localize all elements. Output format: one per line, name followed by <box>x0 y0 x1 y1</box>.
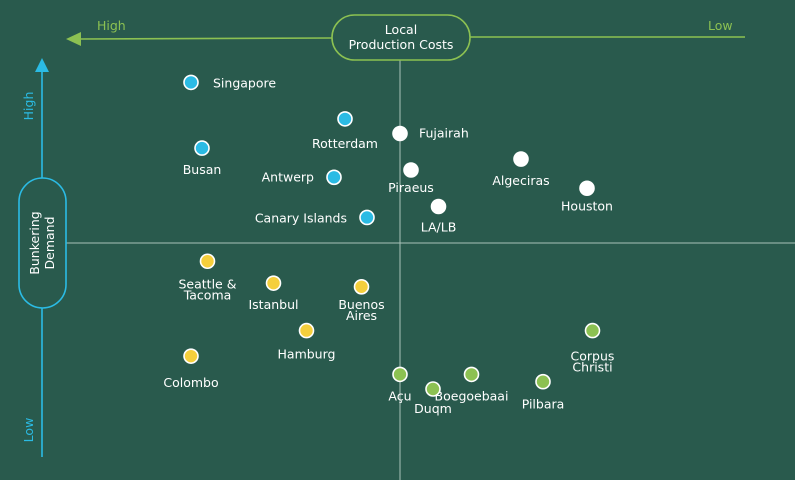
x-axis-label-pill <box>331 14 471 61</box>
y-axis-label-pill <box>18 177 67 309</box>
point-hamburg <box>298 322 315 339</box>
point-colombo <box>183 348 199 364</box>
point-antwerp <box>326 169 342 186</box>
point-label-duqm: Duqm <box>414 401 452 416</box>
point-label-singapore: Singapore <box>213 75 276 90</box>
x-axis-label-line1: Local <box>385 22 417 37</box>
point-duqm <box>425 381 441 397</box>
x-axis-label-line2: Production Costs <box>349 37 454 52</box>
point-corpus-christi <box>584 322 601 339</box>
data-points: Singapore Rotterdam Busan Antwerp Canary Isl… <box>163 74 615 416</box>
point-label-boegoebaai: Boegoebaai <box>435 388 509 403</box>
y-axis-low-label: Low <box>21 418 36 443</box>
point-label-houston: Houston <box>561 198 613 213</box>
point-algeciras <box>513 151 529 167</box>
y-axis-high-label: High <box>21 92 36 121</box>
point-pilbara <box>535 373 551 390</box>
point-label-fujairah: Fujairah <box>419 126 469 141</box>
point-label-acu: Açu <box>388 388 411 403</box>
x-axis-arrow-left-icon <box>66 32 81 46</box>
y-axis-arrow-up-icon <box>35 58 49 72</box>
y-axis-label-line2: Demand <box>42 216 57 269</box>
point-rotterdam <box>337 111 353 127</box>
point-label-seattle-tacoma: Seattle & Tacoma <box>179 276 237 302</box>
point-label-istanbul: Istanbul <box>248 297 298 312</box>
point-acu <box>392 366 408 383</box>
point-seattle-tacoma <box>199 253 216 270</box>
point-piraeus <box>403 162 419 178</box>
point-label-busan: Busan <box>183 162 222 177</box>
point-label-corpus-christi: Corpus Christi <box>571 349 615 375</box>
point-label-la-lb: LA/LB <box>421 220 457 235</box>
point-label-colombo: Colombo <box>163 375 218 390</box>
point-label-buenos-aires: Buenos Aires <box>338 297 384 323</box>
point-label-antwerp: Antwerp <box>262 169 314 184</box>
point-label-canary-islands: Canary Islands <box>255 210 347 225</box>
point-label-rotterdam: Rotterdam <box>312 136 378 151</box>
point-boegoebaai <box>463 366 480 383</box>
point-istanbul <box>265 275 282 291</box>
point-label-piraeus: Piraeus <box>388 180 434 195</box>
point-busan <box>194 140 210 156</box>
x-axis-low-label: Low <box>708 18 733 33</box>
y-axis-label-line1: Bunkering <box>27 211 42 274</box>
point-singapore <box>183 74 199 91</box>
point-buenos-aires <box>353 278 370 295</box>
point-label-algeciras: Algeciras <box>492 173 549 188</box>
point-houston <box>579 180 595 197</box>
point-la-lb <box>430 198 447 215</box>
point-fujairah <box>392 125 408 142</box>
x-axis-high-label: High <box>97 18 126 33</box>
point-canary-islands <box>359 209 375 226</box>
x-axis-line-left <box>79 37 333 40</box>
point-label-hamburg: Hamburg <box>278 347 336 362</box>
point-label-pilbara: Pilbara <box>522 397 565 412</box>
